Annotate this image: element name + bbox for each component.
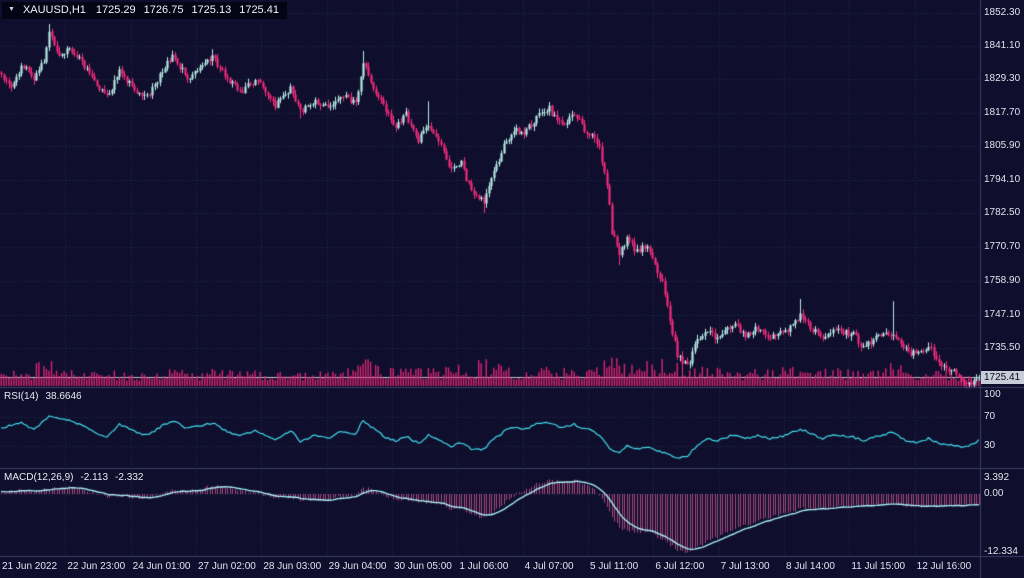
price-axis-label: 1817.70 — [984, 106, 1021, 118]
price-axis-label: 1747.10 — [984, 308, 1021, 320]
rsi-current-value: 38.6646 — [45, 391, 82, 402]
rsi-axis-label: 30 — [984, 440, 996, 452]
price-axis-label: 1794.10 — [984, 174, 1021, 186]
time-axis-label: 29 Jun 04:00 — [328, 561, 387, 572]
symbol-ohlc-header: ▼ XAUUSD,H1 1725.29 1726.75 1725.13 1725… — [2, 2, 287, 19]
time-axis-label: 6 Jul 12:00 — [655, 561, 705, 572]
rsi-name: RSI(14) — [4, 391, 39, 402]
price-axis-label: 1841.10 — [984, 39, 1021, 51]
price-axis-label: 1829.30 — [984, 73, 1021, 85]
time-axis-label: 4 Jul 07:00 — [524, 561, 574, 572]
ohlc-high-value: 1726.75 — [143, 4, 184, 16]
time-axis-label: 27 Jun 02:00 — [198, 561, 256, 572]
macd-signal-value: -2.332 — [115, 472, 144, 483]
ohlc-open-value: 1725.29 — [95, 4, 136, 16]
time-axis-label: 28 Jun 03:00 — [263, 561, 322, 572]
time-axis-label: 22 Jun 23:00 — [67, 561, 126, 572]
time-axis-label: 12 Jul 16:00 — [916, 561, 972, 572]
time-axis-label: 8 Jul 14:00 — [786, 561, 835, 572]
macd-main-value: -2.113 — [80, 472, 109, 483]
macd-pane[interactable] — [0, 470, 980, 555]
time-axis-label: 7 Jul 13:00 — [720, 561, 770, 572]
time-axis-label: 5 Jul 11:00 — [590, 561, 639, 572]
macd-axis-label: 3.392 — [984, 472, 1010, 484]
price-axis-label: 1758.90 — [984, 274, 1021, 286]
macd-axis-label: 0.00 — [984, 488, 1004, 499]
rsi-indicator-label: RSI(14) 38.6646 — [4, 391, 82, 402]
ohlc-close-value: 1725.41 — [239, 4, 279, 16]
time-axis-label: 11 Jul 15:00 — [851, 561, 906, 572]
rsi-axis-label: 70 — [984, 410, 996, 422]
time-axis-label: 1 Jul 06:00 — [459, 561, 509, 572]
rsi-pane[interactable] — [0, 389, 980, 467]
ohlc-low-value: 1725.13 — [191, 4, 232, 16]
price-axis-label: 1770.70 — [984, 241, 1021, 253]
macd-indicator-label: MACD(12,26,9) -2.113 -2.332 — [4, 472, 143, 483]
macd-name: MACD(12,26,9) — [4, 472, 74, 483]
price-axis-label: 1805.90 — [984, 140, 1021, 152]
time-axis-label: 24 Jun 01:00 — [132, 561, 191, 572]
time-axis-label: 30 Jun 05:00 — [394, 561, 452, 572]
current-price-tag: 1725.41 — [981, 370, 1024, 384]
time-axis-label: 21 Jun 2022 — [2, 561, 58, 572]
rsi-axis-label: 100 — [984, 388, 1001, 400]
symbol-timeframe-label: XAUUSD,H1 — [22, 4, 86, 16]
main-price-pane[interactable] — [0, 0, 980, 386]
price-axis-label: 1735.50 — [984, 341, 1021, 353]
macd-axis-label: -12.334 — [984, 546, 1018, 558]
price-axis-label: 1852.30 — [984, 7, 1021, 19]
chart-menu-triangle-icon[interactable]: ▼ — [8, 5, 15, 13]
price-axis-label: 1782.50 — [984, 207, 1021, 219]
